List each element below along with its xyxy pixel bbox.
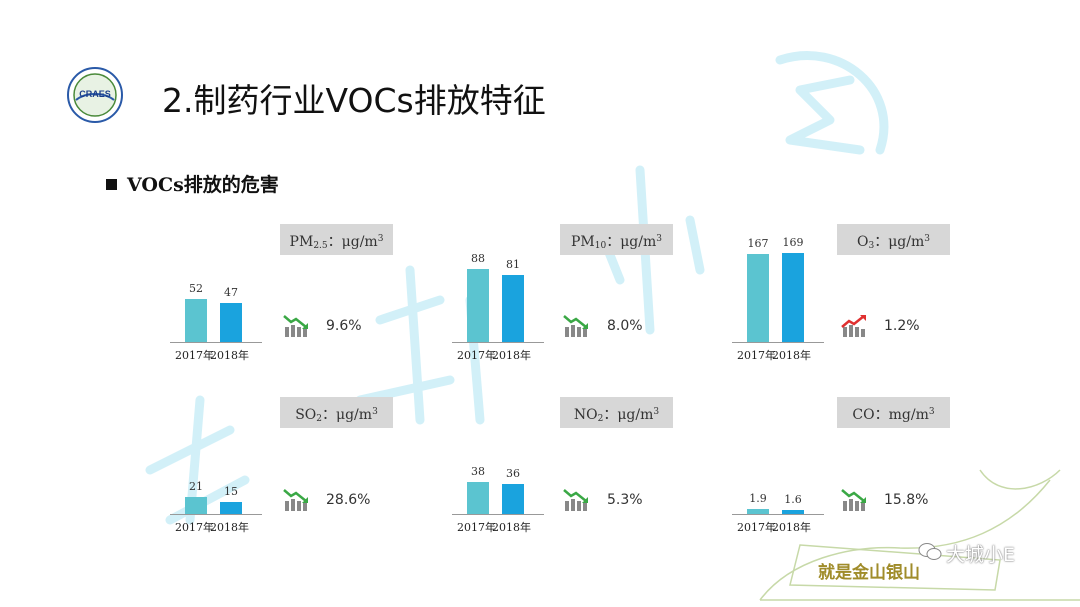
x-tick-label-no2-0: 2017年 [457, 521, 496, 534]
bar-pm25-2017 [185, 298, 207, 342]
data-label-pm10-0: 88 [471, 251, 485, 265]
unit-measure: ：μg/m [327, 234, 378, 250]
craes-logo: CRAES [66, 66, 124, 124]
x-axis-co [732, 514, 824, 515]
unit-superscript: 3 [656, 234, 662, 244]
unit-label-co: CO：mg/m3 [837, 397, 950, 428]
x-axis-pm25 [170, 342, 262, 343]
wechat-icon [918, 541, 942, 563]
unit-pollutant: PM [570, 234, 595, 250]
unit-pollutant: PM [289, 234, 314, 250]
unit-label-no2: NO2：μg/m3 [560, 397, 673, 428]
unit-subscript: 2.5 [313, 241, 328, 251]
x-tick-label-o3-1: 2018年 [772, 349, 811, 362]
x-tick-label-so2-0: 2017年 [175, 521, 214, 534]
x-axis-no2 [452, 514, 544, 515]
trend-down-icon-no2 [562, 487, 590, 511]
x-axis-o3 [732, 342, 824, 343]
data-label-so2-1: 15 [224, 484, 238, 498]
change-percent-pm10: 8.0% [607, 318, 643, 334]
change-percent-co: 15.8% [884, 492, 929, 508]
data-label-co-1: 1.6 [784, 493, 802, 506]
unit-subscript: 2 [597, 414, 604, 424]
unit-measure: ：μg/m [322, 407, 373, 423]
unit-label-pm10: PM10：μg/m3 [560, 224, 673, 255]
x-axis-so2 [170, 514, 262, 515]
unit-measure: ：μg/m [603, 407, 654, 423]
data-label-o3-0: 167 [747, 237, 769, 251]
data-label-no2-0: 38 [471, 465, 485, 479]
unit-subscript: 2 [316, 414, 322, 424]
trend-down-icon-pm10 [562, 313, 590, 337]
data-label-pm10-1: 81 [506, 257, 520, 271]
unit-pollutant: NO [573, 407, 598, 423]
unit-measure: ：μg/m [606, 234, 657, 250]
x-tick-label-pm25-1: 2018年 [210, 349, 249, 362]
data-label-pm25-1: 47 [224, 285, 238, 299]
bar-pm10-2017 [467, 268, 489, 342]
x-tick-label-so2-1: 2018年 [210, 521, 249, 534]
unit-pollutant: SO [295, 407, 317, 423]
unit-label-pm25: PM2.5：μg/m3 [280, 224, 393, 255]
unit-superscript: 3 [377, 234, 384, 244]
bar-no2-2018 [502, 484, 524, 514]
unit-superscript: 3 [924, 234, 930, 244]
change-percent-o3: 1.2% [884, 318, 920, 334]
logo-text: CRAES [79, 89, 111, 99]
unit-pollutant: O [856, 234, 869, 250]
bar-so2-2017 [185, 496, 207, 514]
trend-down-icon-so2 [282, 487, 310, 511]
data-label-no2-1: 36 [506, 467, 520, 480]
data-label-o3-1: 169 [782, 236, 804, 250]
x-tick-label-co-1: 2018年 [772, 521, 811, 534]
section-subtitle: VOCs排放的危害 [106, 170, 279, 197]
unit-superscript: 3 [928, 407, 935, 417]
bar-o3-2018 [782, 253, 804, 342]
unit-measure: ：mg/m [874, 407, 929, 423]
bar-pm10-2018 [502, 274, 524, 342]
x-tick-label-o3-0: 2017年 [737, 349, 776, 362]
trend-down-icon-co [840, 487, 868, 511]
x-tick-label-no2-1: 2018年 [492, 521, 531, 534]
unit-subscript: 3 [868, 241, 875, 251]
unit-subscript: 10 [594, 241, 607, 251]
unit-label-o3: O3：μg/m3 [837, 224, 950, 255]
x-tick-label-pm10-0: 2017年 [457, 349, 496, 362]
bar-pm25-2018 [220, 302, 242, 342]
trend-up-icon-o3 [840, 313, 868, 337]
watermark-tagline: 就是金山银山 [818, 563, 920, 583]
data-label-co-0: 1.9 [749, 492, 767, 506]
bullet-square-icon [106, 179, 117, 190]
x-axis-pm10 [452, 342, 544, 343]
data-label-pm25-0: 52 [189, 281, 203, 295]
unit-superscript: 3 [653, 407, 660, 417]
bar-so2-2018 [220, 501, 242, 514]
data-label-so2-0: 21 [189, 479, 203, 493]
unit-pollutant: CO [852, 407, 875, 423]
bar-o3-2017 [747, 254, 769, 342]
x-tick-label-pm10-1: 2018年 [492, 349, 531, 362]
unit-label-so2: SO2：μg/m3 [280, 397, 393, 428]
x-tick-label-pm25-0: 2017年 [175, 349, 214, 362]
bar-co-2018 [782, 510, 804, 514]
change-percent-no2: 5.3% [607, 492, 643, 508]
page-title: 2.制药行业VOCs排放特征 [162, 81, 546, 120]
bar-no2-2017 [467, 482, 489, 514]
unit-superscript: 3 [372, 407, 378, 417]
bar-co-2017 [747, 509, 769, 514]
unit-measure: ：μg/m [874, 234, 925, 250]
subtitle-text: VOCs排放的危害 [127, 174, 279, 196]
change-percent-pm25: 9.6% [326, 318, 362, 334]
x-tick-label-co-0: 2017年 [737, 521, 776, 534]
trend-down-icon-pm25 [282, 313, 310, 337]
watermark-brand: 大城小E [946, 544, 1016, 566]
change-percent-so2: 28.6% [326, 492, 371, 508]
